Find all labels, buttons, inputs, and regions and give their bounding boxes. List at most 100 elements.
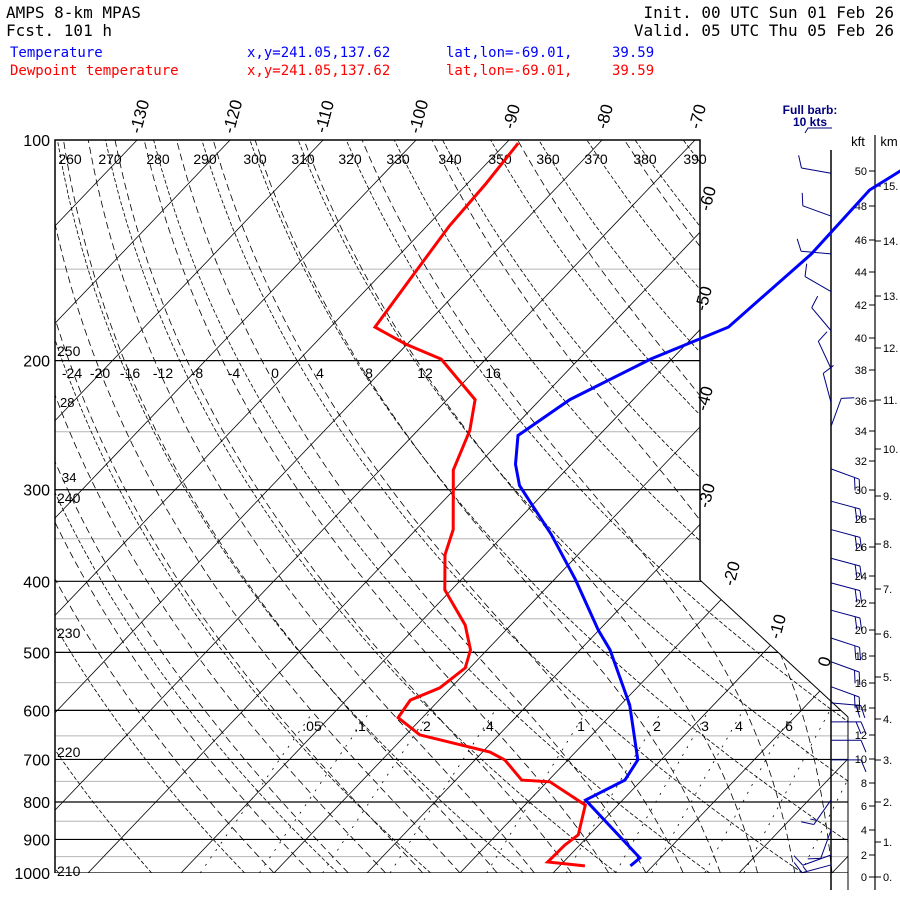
moist-adiabat-label: -16 [120, 365, 140, 381]
dry-adiabat-line [57, 140, 524, 873]
profiles [372, 142, 900, 868]
pressure-tick-label: 900 [23, 832, 50, 849]
kft-label: 28 [855, 514, 867, 526]
mixing-ratio-label: 3 [701, 718, 709, 734]
kft-label: 16 [855, 678, 867, 690]
kft-label: 4 [861, 825, 867, 837]
barb-flag-full [859, 590, 863, 604]
barb-flag-full [853, 670, 856, 684]
kft-label: 8 [861, 778, 867, 790]
mixing-ratio-label: 6 [785, 718, 793, 734]
moist-adiabat-label: 0 [271, 365, 279, 381]
theta-label: 260 [58, 151, 82, 167]
barb-staff [817, 341, 832, 369]
barb-legend-sample [804, 127, 832, 134]
kft-label: 6 [861, 801, 867, 813]
legend-temperature-label: Temperature [10, 45, 103, 61]
theta-label: 280 [146, 151, 170, 167]
mixing-ratio-line [389, 710, 496, 873]
km-label: 1. [883, 837, 892, 849]
isotherm-label: -30 [694, 481, 719, 510]
barb-flag-full [854, 616, 858, 630]
theta-label: 360 [536, 151, 560, 167]
kft-label: 10 [855, 754, 867, 766]
kft-label: 32 [855, 456, 867, 468]
isotherm-line [55, 140, 603, 873]
barb-flag-full [807, 857, 821, 860]
pressure-tick-label: 800 [23, 795, 50, 812]
theta-label: 380 [633, 151, 657, 167]
barb-flag-full [859, 647, 862, 661]
kelvin-label: 250 [57, 343, 81, 359]
valid-time: Valid. 05 UTC Thu 05 Feb 26 [633, 21, 894, 40]
barb-staff [822, 373, 832, 403]
pressure-tick-label: 1000 [14, 866, 50, 883]
moist-adiabat-label: 12 [417, 365, 433, 381]
mixing-ratio-line [615, 710, 710, 873]
kft-label: 20 [855, 625, 867, 637]
barb-flag-full [859, 537, 863, 551]
barb-flag-full [855, 721, 862, 735]
left-label: 34 [62, 470, 76, 485]
moist-adiabat-line [303, 140, 758, 873]
moist-adiabat-line [758, 140, 848, 873]
barb-flag-half [810, 818, 817, 821]
diagram-frame [54, 139, 849, 890]
km-label: 11. [883, 395, 897, 407]
mixing-ratio-line [651, 710, 744, 873]
dry-adiabat-line [538, 140, 848, 873]
pressure-tick-label: 500 [23, 645, 50, 662]
km-label: 6. [883, 629, 892, 641]
barb-flag-full [854, 645, 857, 659]
mixing-ratio-label: 1 [577, 718, 585, 734]
dewpoint-line [372, 142, 588, 868]
isotherm-label: -90 [499, 102, 524, 131]
isotherm-line [55, 140, 696, 873]
theta-label: 270 [98, 151, 122, 167]
dry-adiabat-line [55, 140, 431, 873]
km-label: 14. [883, 236, 898, 248]
barb-flag-full [811, 295, 819, 308]
km-label: 0. [883, 872, 892, 884]
isotherm-line [55, 140, 510, 873]
moist-adiabat-line [55, 140, 312, 873]
dry-adiabat-line [201, 140, 803, 873]
kft-label: 12 [855, 730, 867, 742]
barb-flag-full [858, 671, 861, 686]
barb-flag-full [853, 695, 856, 709]
legend-temperature-lon: 39.59 [612, 45, 655, 61]
pressure-tick-label: 400 [23, 574, 50, 591]
legend-dewpoint-xy: x,y=241.05,137.62 [247, 63, 391, 79]
isotherm-line [0, 140, 44, 889]
pressure-tick-label: 200 [23, 354, 50, 371]
isotherm-label: -10 [765, 612, 790, 641]
barb-flag-full [841, 397, 855, 399]
theta-label: 290 [193, 151, 217, 167]
pressure-tick-label: 300 [23, 483, 50, 500]
moist-adiabat-label: -24 [62, 365, 82, 381]
isotherm-label: -110 [311, 98, 338, 135]
wind-barbs: Full barb:10 kts [783, 103, 867, 874]
barb-flag-full [854, 564, 858, 578]
barb-flag-full [854, 589, 858, 603]
theta-label: 340 [438, 151, 462, 167]
kelvin-label: 210 [57, 863, 81, 879]
barb-flag-full [860, 721, 867, 735]
dry-adiabat-line [345, 140, 848, 873]
kft-label: 24 [855, 571, 867, 583]
barb-flag-full [860, 759, 867, 773]
forecast-hour: Fcst. 101 h [6, 21, 112, 40]
isotherm-label: -20 [719, 559, 744, 588]
barb-staff [801, 250, 832, 255]
mixing-ratio-label: .1 [354, 718, 366, 734]
pressure-tick-label: 100 [23, 133, 50, 150]
kft-label: 2 [861, 850, 867, 862]
moist-adiabat-line [361, 140, 796, 873]
dry-adiabat-line [55, 140, 338, 873]
theta-label: 390 [683, 151, 707, 167]
theta-label: 370 [584, 151, 608, 167]
kft-label: 36 [855, 396, 867, 408]
isotherm-label: -120 [219, 98, 246, 136]
barb-staff [830, 398, 842, 427]
